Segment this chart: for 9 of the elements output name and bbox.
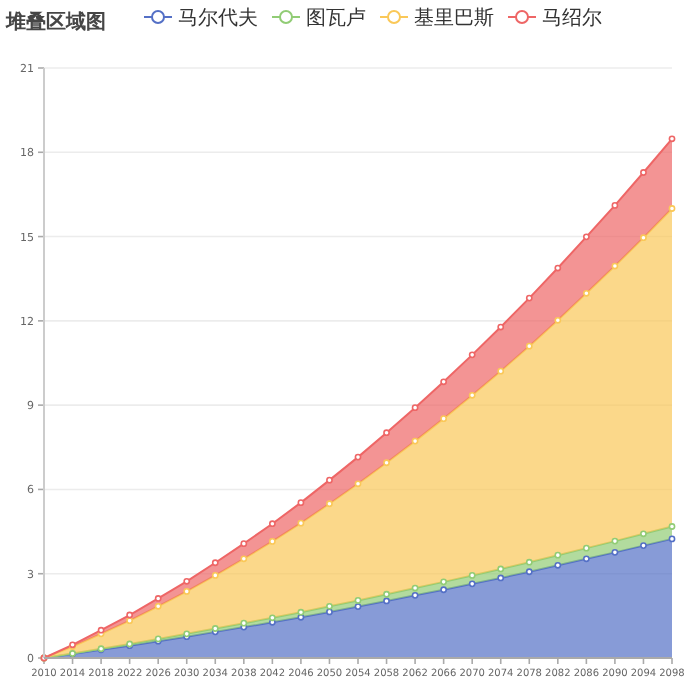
legend-label: 马绍尔	[542, 6, 602, 30]
legend-label: 马尔代夫	[178, 6, 258, 30]
chart-title: 堆叠区域图	[4, 10, 106, 34]
legend-item: 马绍尔	[507, 8, 602, 30]
legend-item: 基里巴斯	[379, 8, 494, 30]
legend-item: 图瓦卢	[271, 8, 366, 30]
legend-item: 马尔代夫	[143, 8, 258, 30]
legend-label: 图瓦卢	[306, 6, 366, 30]
legend-label: 基里巴斯	[414, 6, 494, 30]
